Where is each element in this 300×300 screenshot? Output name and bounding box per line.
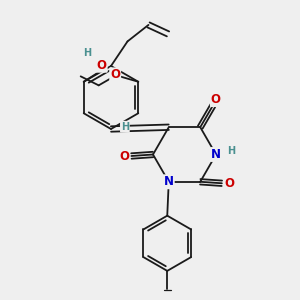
Text: O: O [119, 149, 129, 163]
Text: O: O [211, 93, 221, 106]
Text: H: H [83, 48, 91, 58]
Text: N: N [211, 148, 221, 161]
Text: H: H [227, 146, 236, 156]
Text: O: O [110, 68, 120, 81]
Text: O: O [97, 59, 107, 72]
Text: H: H [121, 122, 129, 132]
Text: O: O [224, 177, 234, 190]
Text: N: N [164, 175, 174, 188]
